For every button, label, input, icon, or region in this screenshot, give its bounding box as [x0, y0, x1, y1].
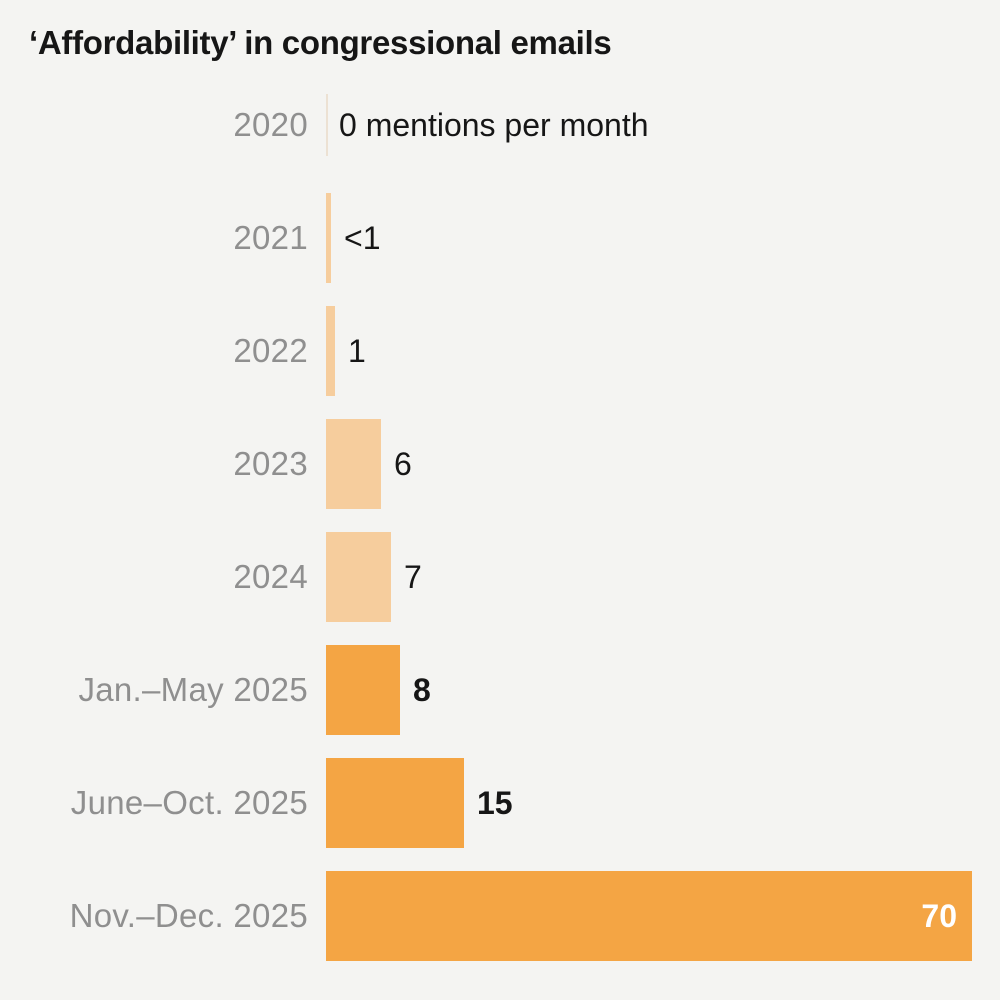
- bar-area: 0 mentions per month: [326, 80, 1000, 170]
- bar-area: 70: [326, 871, 1000, 961]
- bar-segment: [326, 193, 331, 283]
- category-label: June–Oct. 2025: [70, 784, 308, 821]
- zero-baseline-tick: [326, 94, 328, 156]
- bar-area: 1: [326, 306, 1000, 396]
- category-label: 2021: [233, 219, 308, 256]
- value-label: 0 mentions per month: [339, 107, 649, 143]
- bar-chart: 2020 0 mentions per month 2021 <1 2022 1 2023 6…: [0, 80, 1000, 984]
- value-label: 1: [348, 333, 366, 369]
- value-label: 15: [477, 785, 513, 821]
- chart-row-4: 2024 7: [0, 532, 1000, 645]
- bar-segment: [326, 306, 335, 396]
- chart-row-5: Jan.–May 2025 8: [0, 645, 1000, 758]
- bar-area: 7: [326, 532, 1000, 622]
- category-label: 2024: [233, 558, 308, 595]
- chart-title: ‘Affordability’ in congressional emails: [29, 24, 612, 61]
- bar-segment: [326, 532, 391, 622]
- bar-segment: [326, 758, 464, 848]
- value-label: 7: [404, 559, 422, 595]
- category-label: 2022: [233, 332, 308, 369]
- category-label: Jan.–May 2025: [78, 671, 308, 708]
- value-label: 6: [394, 446, 412, 482]
- chart-row-7: Nov.–Dec. 2025 70: [0, 871, 1000, 984]
- chart-row-2: 2022 1: [0, 306, 1000, 419]
- value-label: 70: [921, 898, 957, 934]
- category-label: 2023: [233, 445, 308, 482]
- category-label: 2020: [233, 106, 308, 143]
- value-label: 8: [413, 672, 431, 708]
- bar-segment: [326, 645, 400, 735]
- chart-row-6: June–Oct. 2025 15: [0, 758, 1000, 871]
- category-label: Nov.–Dec. 2025: [69, 897, 308, 934]
- bar-area: <1: [326, 193, 1000, 283]
- value-label: <1: [344, 220, 381, 256]
- chart-row-0: 2020 0 mentions per month: [0, 80, 1000, 193]
- chart-row-3: 2023 6: [0, 419, 1000, 532]
- bar-area: 15: [326, 758, 1000, 848]
- chart-row-1: 2021 <1: [0, 193, 1000, 306]
- bar-area: 6: [326, 419, 1000, 509]
- bar-segment: 70: [326, 871, 972, 961]
- bar-area: 8: [326, 645, 1000, 735]
- bar-segment: [326, 419, 381, 509]
